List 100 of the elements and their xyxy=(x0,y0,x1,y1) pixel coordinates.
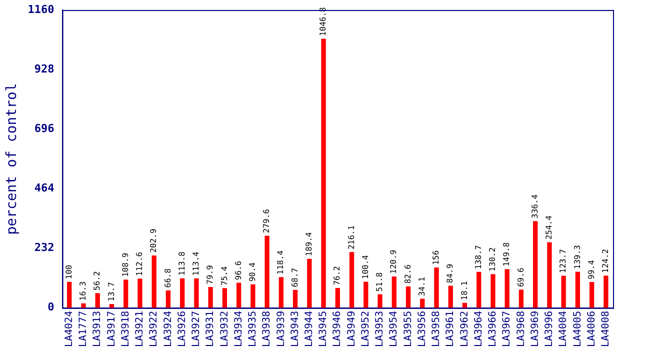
bar xyxy=(95,293,100,308)
data-label: 112.6 xyxy=(135,252,144,276)
data-label: 16.3 xyxy=(78,281,88,301)
data-label: 51.8 xyxy=(375,272,384,292)
bar xyxy=(81,303,86,308)
x-tick-label: LA4006 xyxy=(586,310,598,347)
data-label: 18.1 xyxy=(460,280,469,300)
y-tick-label: 696 xyxy=(34,122,55,136)
data-label: 254.4 xyxy=(544,215,554,240)
data-label: 96.6 xyxy=(234,260,243,280)
data-label: 336.4 xyxy=(530,194,540,218)
bar xyxy=(575,272,580,308)
bar xyxy=(434,267,439,308)
x-tick-label: LA3964 xyxy=(473,310,484,347)
x-tick-label: LA3922 xyxy=(148,310,160,347)
x-tick-label: LA3968 xyxy=(516,310,527,347)
bar xyxy=(208,287,213,308)
x-tick-label: LA3955 xyxy=(402,310,414,347)
data-label: 139.3 xyxy=(572,244,582,270)
data-label: 75.4 xyxy=(220,266,229,286)
x-tick-label: LA3931 xyxy=(205,310,216,347)
bar xyxy=(321,38,326,308)
x-tick-label: LA3952 xyxy=(360,310,372,347)
x-tick-label: LA3927 xyxy=(191,310,202,347)
bar xyxy=(364,282,368,308)
bar xyxy=(152,255,156,308)
y-tick-label: 0 xyxy=(48,300,54,314)
data-label: 100 xyxy=(64,264,74,280)
data-label: 69.6 xyxy=(516,268,526,288)
data-label: 156 xyxy=(432,250,441,265)
data-label: 82.6 xyxy=(403,264,412,284)
x-tick-label: LA3962 xyxy=(459,310,470,347)
data-label: 113.8 xyxy=(177,251,186,276)
bar xyxy=(166,290,171,308)
x-tick-label: LA3958 xyxy=(431,310,442,347)
x-tick-label: LA3945 xyxy=(318,310,330,347)
y-tick-label: 1160 xyxy=(28,2,54,16)
bar xyxy=(561,276,566,308)
data-label: 149.8 xyxy=(502,242,512,266)
y-tick-label: 928 xyxy=(34,62,54,76)
bar xyxy=(604,276,608,308)
data-label: 118.4 xyxy=(276,250,286,274)
y-axis-title: percent of control xyxy=(4,83,20,235)
bar xyxy=(264,236,270,308)
x-tick-label: LA4008 xyxy=(600,310,612,347)
x-tick-label: LA3949 xyxy=(346,310,358,347)
bar xyxy=(490,274,496,308)
bar xyxy=(180,278,185,308)
x-tick-label: LA3996 xyxy=(544,310,556,347)
data-label: 90.4 xyxy=(248,262,257,282)
data-label: 113.4 xyxy=(192,251,201,276)
data-label: 216.1 xyxy=(346,225,356,250)
x-tick-label: LA3938 xyxy=(262,310,273,347)
bar xyxy=(67,282,72,308)
x-tick-label: LA3924 xyxy=(162,310,174,347)
data-label: 99.4 xyxy=(586,260,596,280)
bar xyxy=(292,290,298,308)
data-label: 124.2 xyxy=(601,248,610,273)
x-tick-label: LA3961 xyxy=(445,310,456,347)
x-tick-label: LA3939 xyxy=(276,310,287,347)
y-tick-label: 232 xyxy=(34,241,54,254)
data-label: 130.2 xyxy=(488,247,498,272)
x-tick-label: LA4004 xyxy=(558,310,570,347)
x-tick-label: LA3917 xyxy=(106,310,118,347)
data-label: 76.2 xyxy=(332,266,342,286)
bar xyxy=(589,282,594,308)
bar xyxy=(138,278,142,308)
data-label: 189.4 xyxy=(304,232,314,256)
data-label: 13.7 xyxy=(106,282,116,302)
bar xyxy=(236,282,242,308)
x-tick-label: LA3935 xyxy=(248,310,259,347)
bar xyxy=(124,280,128,308)
x-tick-label: LA3967 xyxy=(502,310,513,347)
data-label: 202.9 xyxy=(149,228,158,253)
data-label: 34.1 xyxy=(417,276,426,296)
data-label: 68.7 xyxy=(290,268,300,288)
x-tick-label: LA3943 xyxy=(290,310,301,347)
bar xyxy=(420,298,425,308)
bar xyxy=(278,277,284,308)
x-tick-label: LA3926 xyxy=(176,310,188,347)
data-label: 138.7 xyxy=(474,244,483,270)
bar xyxy=(250,284,256,308)
data-label: 79.9 xyxy=(206,264,215,284)
bar xyxy=(476,272,482,308)
bar xyxy=(349,252,354,308)
bar xyxy=(533,221,538,308)
data-label: 108.9 xyxy=(120,252,130,277)
x-tick-label: LA3934 xyxy=(233,310,244,347)
x-tick-label: LA3946 xyxy=(332,310,344,347)
data-label: 100.4 xyxy=(360,254,370,280)
x-tick-label: LA3969 xyxy=(530,310,541,347)
x-tick-label: LA3956 xyxy=(416,310,428,347)
data-label: 279.6 xyxy=(262,208,272,234)
x-tick-label: LA3953 xyxy=(374,310,386,347)
x-tick-label: LA3913 xyxy=(92,310,104,347)
x-tick-label: LA3932 xyxy=(219,310,230,347)
x-tick-label: LA3966 xyxy=(488,310,499,347)
bar xyxy=(378,294,382,308)
x-tick-label: LA4024 xyxy=(64,310,75,347)
data-label: 123.7 xyxy=(558,248,568,274)
